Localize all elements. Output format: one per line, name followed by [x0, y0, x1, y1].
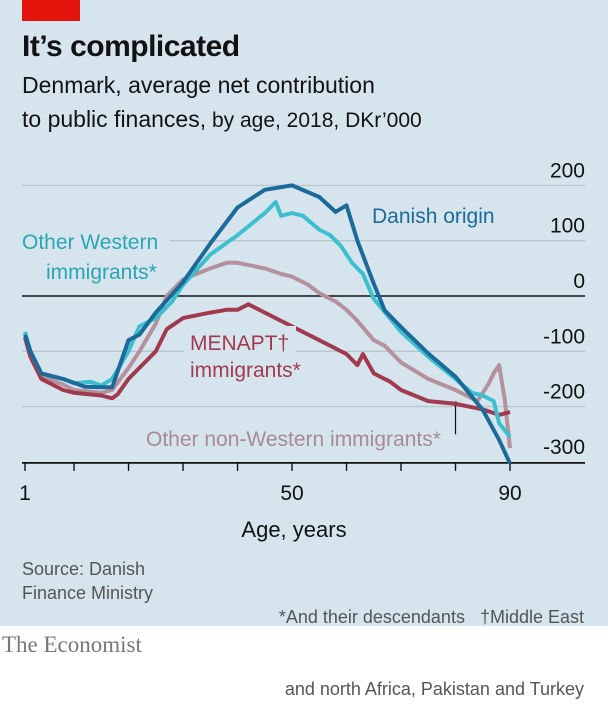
y-tick-label: -200 — [543, 381, 585, 404]
economist-logo: The Economist — [2, 632, 142, 657]
label-other-western-1: Other Western — [22, 231, 158, 254]
line-chart: 200 100 0 -100 -200 -300 1 50 90 Age, years Danish… — [19, 159, 585, 542]
y-tick-label: 200 — [550, 159, 585, 182]
label-bg — [20, 228, 170, 286]
label-bg — [184, 326, 296, 382]
label-other-non-western: Other non-Western immigrants* — [146, 428, 441, 451]
footnote-line1: *And their descendants †Middle East — [278, 607, 584, 627]
label-other-western-2: immigrants* — [46, 261, 157, 284]
series-line-1 — [23, 200, 512, 439]
x-tick-label: 1 — [19, 482, 31, 505]
series-line-3 — [23, 302, 511, 417]
y-tick-label: 100 — [550, 215, 585, 238]
x-axis-label: Age, years — [241, 517, 346, 542]
red-tag — [22, 0, 80, 21]
y-tick-label: -100 — [543, 325, 585, 348]
chart-subtitle-line2: to public finances, by age, 2018, DKr’00… — [22, 106, 422, 133]
footnote: *And their descendants †Middle East and … — [279, 557, 584, 725]
source-note: Source: Danish Finance Ministry — [22, 557, 153, 605]
y-tick-label: 0 — [573, 270, 585, 293]
x-tick-label: 90 — [498, 482, 521, 505]
series-line-2 — [23, 260, 512, 449]
x-tick-label: 50 — [280, 482, 303, 505]
series-line-0 — [23, 183, 512, 465]
chart-title: It’s complicated — [22, 30, 240, 63]
label-danish-origin: Danish origin — [372, 205, 495, 228]
source-line1: Source: Danish — [22, 559, 146, 579]
y-tick-label: -300 — [543, 436, 585, 459]
subtitle-main: to public finances, — [22, 106, 207, 132]
label-menapt-1: MENAPT† — [190, 332, 289, 355]
label-menapt-2: immigrants* — [190, 359, 301, 382]
subtitle-units: by age, 2018, DKr’000 — [206, 109, 422, 132]
footnote-line2: and north Africa, Pakistan and Turkey — [284, 679, 584, 699]
chart-panel — [0, 0, 608, 626]
source-line2: Finance Ministry — [22, 583, 154, 603]
chart-subtitle-line1: Denmark, average net contribution — [22, 72, 375, 98]
